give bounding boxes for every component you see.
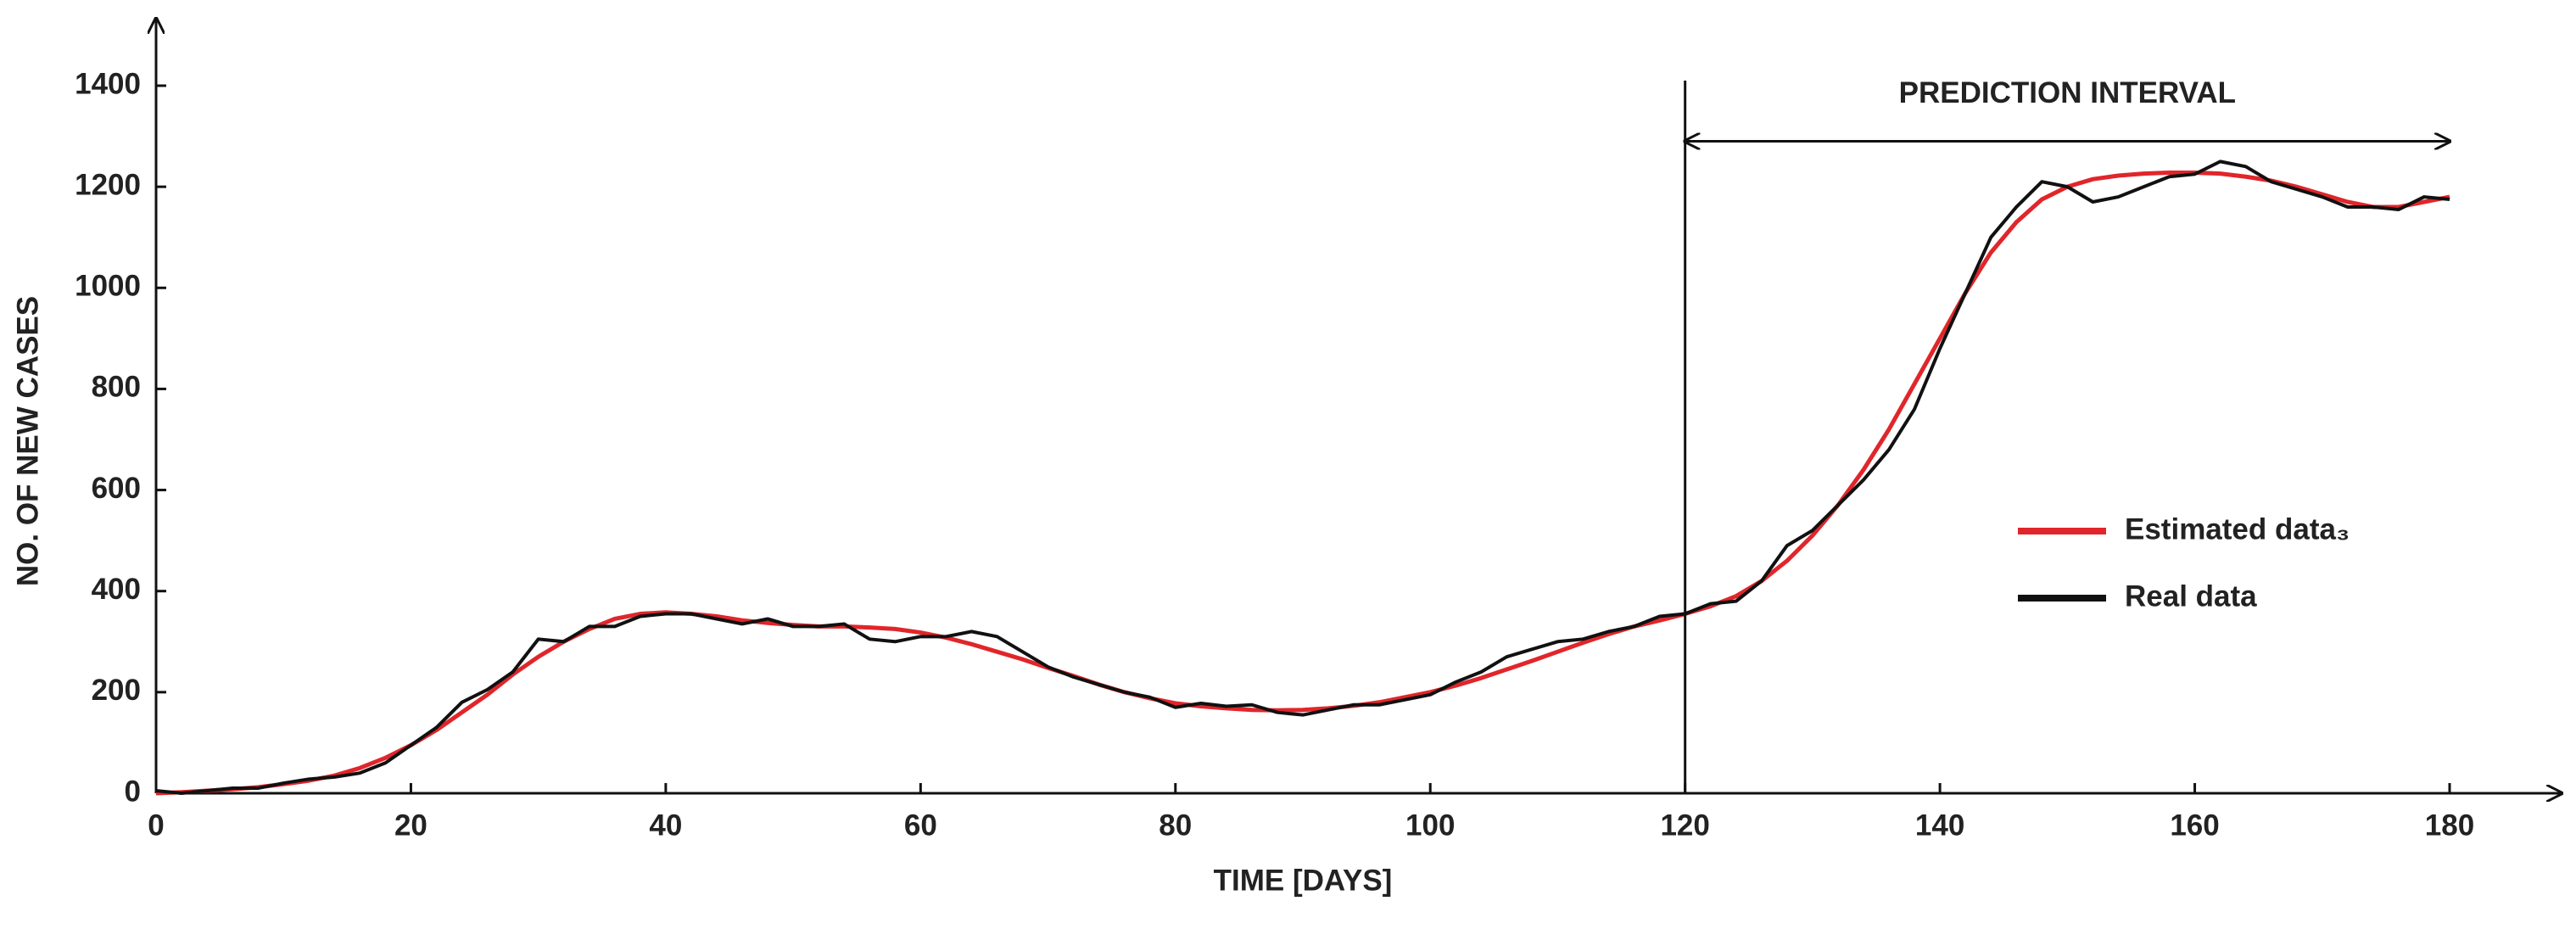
x-tick-label: 80: [1159, 809, 1192, 842]
y-tick-label: 1000: [75, 270, 141, 303]
x-axis-label: TIME [DAYS]: [1214, 864, 1393, 897]
x-tick-label: 20: [394, 809, 427, 842]
y-tick-label: 0: [125, 775, 141, 808]
x-tick-label: 100: [1405, 809, 1455, 842]
x-tick-label: 180: [2425, 809, 2474, 842]
y-tick-label: 1200: [75, 168, 141, 201]
x-tick-label: 0: [148, 809, 164, 842]
legend-label: Real data: [2125, 579, 2257, 613]
y-axis-label: NO. OF NEW CASES: [11, 296, 44, 586]
y-tick-label: 600: [92, 472, 141, 505]
y-tick-label: 800: [92, 371, 141, 404]
y-tick-label: 1400: [75, 67, 141, 100]
x-tick-label: 160: [2170, 809, 2219, 842]
series-line: [155, 170, 2450, 796]
x-tick-label: 120: [1660, 809, 1709, 842]
y-tick-label: 200: [92, 674, 141, 707]
x-tick-label: 60: [904, 809, 937, 842]
legend-label: Estimated data₃: [2125, 512, 2350, 546]
series-line: [155, 159, 2450, 795]
interval-label: PREDICTION INTERVAL: [1899, 76, 2236, 109]
y-tick-label: 400: [92, 573, 141, 606]
x-tick-label: 40: [649, 809, 682, 842]
x-tick-label: 140: [1915, 809, 1964, 842]
